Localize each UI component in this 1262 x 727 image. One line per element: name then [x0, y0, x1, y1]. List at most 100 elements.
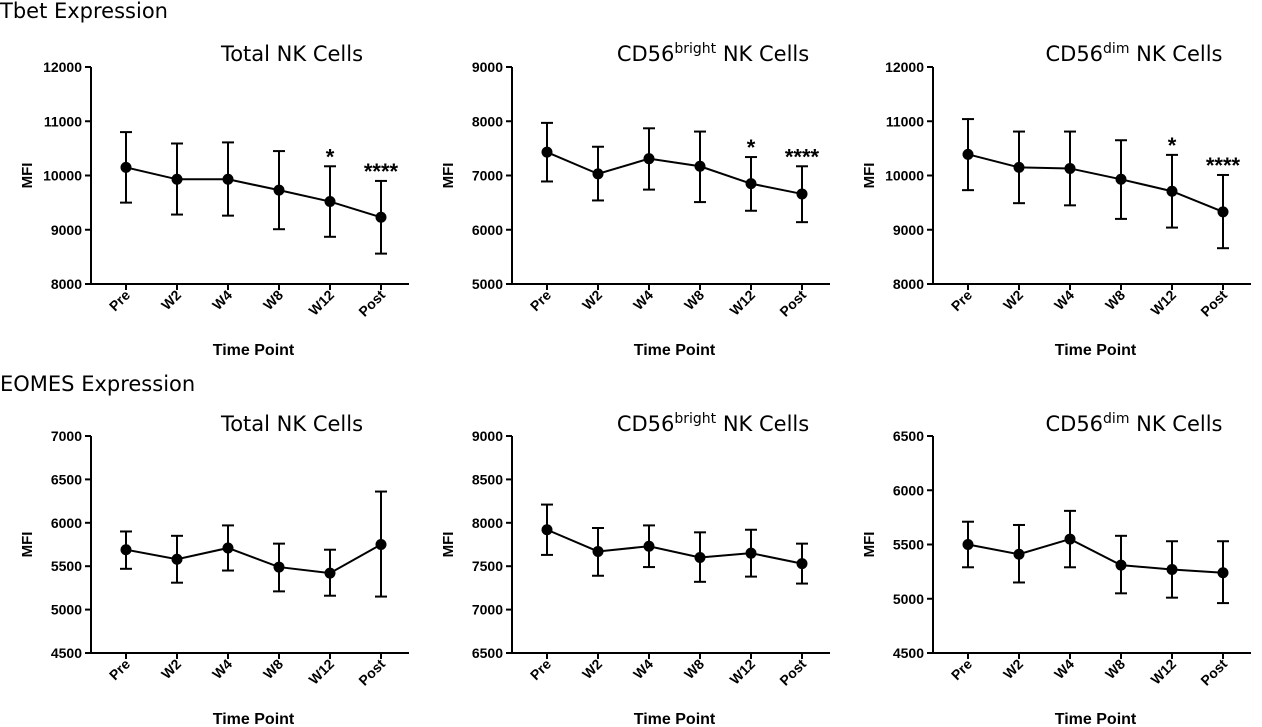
chart-3-y-tick-label: 4500: [51, 645, 82, 661]
chart-4-data-point: [643, 540, 655, 552]
chart-3-data-point: [273, 561, 285, 573]
chart-5-series-line: [967, 538, 1224, 574]
chart-3-x-tick-label: Pre: [106, 656, 133, 683]
chart-5-title: CD56dim NK Cells: [1045, 411, 1222, 436]
chart-0-x-tick-label: Post: [355, 287, 388, 320]
chart-2-significance-label: ****: [1206, 153, 1241, 178]
chart-3-y-tick-label: 6000: [51, 515, 82, 531]
chart-2-x-axis-label: Time Point: [1055, 342, 1137, 359]
chart-0-x-tick-label: W12: [305, 287, 337, 319]
chart-4-x-tick-label: W4: [630, 656, 656, 682]
chart-1-data-point: [592, 168, 604, 180]
chart-1-y-tick-label: 7000: [472, 168, 503, 184]
chart-1-y-tick-label: 9000: [472, 59, 503, 75]
chart-1-y-tick-label: 5000: [472, 276, 503, 292]
chart-0-data-point: [222, 173, 234, 185]
chart-0-data-point: [120, 161, 132, 173]
chart-4-data-point: [694, 552, 706, 564]
chart-4-y-tick-label: 9000: [472, 428, 503, 444]
chart-4-y-axis-label: MFI: [440, 532, 457, 558]
chart-1-x-tick-label: Post: [776, 287, 809, 320]
chart-1-x-tick-label: W8: [681, 287, 707, 313]
chart-4-title-main: CD56: [617, 412, 675, 436]
chart-3-x-tick-label: W8: [260, 656, 286, 682]
chart-4-title-rest: NK Cells: [716, 412, 809, 436]
chart-1-x-tick-label: W4: [630, 287, 656, 313]
chart-2-title-main: CD56: [1045, 42, 1103, 66]
chart-1-x-tick-label: W2: [579, 287, 605, 313]
chart-0-data-point: [324, 196, 336, 208]
chart-0-significance-label: *: [326, 144, 335, 169]
chart-0-x-axis-label: Time Point: [213, 342, 295, 359]
tbet-section-title: Tbet Expression: [0, 0, 168, 23]
chart-1-data-point: [694, 160, 706, 172]
chart-3-data-point: [324, 567, 336, 579]
chart-5-y-tick-label: 5000: [893, 591, 924, 607]
chart-5-data-point: [1166, 563, 1178, 575]
chart-2-y-tick-label: 8000: [893, 276, 924, 292]
chart-5-data-point: [1064, 533, 1076, 545]
chart-3-x-tick-label: W2: [158, 656, 184, 682]
chart-2-y-tick-label: 12000: [885, 59, 924, 75]
chart-tbet-total-nk: Total NK Cells 8000 9000 10000 11000 12000 Pre…: [19, 42, 409, 359]
chart-3-y-tick-label: 7000: [51, 428, 82, 444]
chart-0-x-tick-label: W4: [209, 287, 235, 313]
chart-4-data-point: [745, 547, 757, 559]
chart-5-y-axis-label: MFI: [861, 532, 878, 558]
chart-5-x-tick-label: W4: [1051, 656, 1077, 682]
chart-3-y-tick-label: 6500: [51, 471, 82, 487]
chart-0-x-tick-label: W8: [260, 287, 286, 313]
chart-3-y-axis-label: MFI: [19, 532, 36, 558]
chart-5-title-main: CD56: [1045, 412, 1103, 436]
chart-0-y-tick-label: 10000: [43, 168, 82, 184]
chart-2-x-tick-label: W12: [1147, 287, 1179, 319]
chart-3-title-main: Total NK Cells: [220, 412, 363, 436]
chart-1-title-sup: bright: [674, 41, 716, 57]
chart-2-x-tick-label: Post: [1197, 287, 1230, 320]
chart-3-title: Total NK Cells: [220, 412, 363, 436]
chart-eomes-total-nk: Total NK Cells 4500 5000 5500 6000 6500 7000 Pr…: [19, 412, 409, 727]
chart-0-x-tick-label: Pre: [106, 287, 133, 314]
chart-4-x-tick-label: Pre: [527, 656, 554, 683]
chart-4-y-tick-label: 7500: [472, 558, 503, 574]
chart-4-x-axis-label: Time Point: [634, 711, 716, 727]
chart-4-y-tick-label: 8000: [472, 515, 503, 531]
chart-5-title-sup: dim: [1103, 411, 1129, 427]
chart-4-data-point: [541, 524, 553, 536]
chart-0-title: Total NK Cells: [220, 42, 363, 66]
chart-4-y-tick-label: 6500: [472, 645, 503, 661]
chart-0-y-tick-label: 11000: [44, 113, 82, 129]
chart-4-data-point: [592, 545, 604, 557]
chart-2-y-tick-label: 11000: [886, 113, 924, 129]
chart-4-data-point: [796, 558, 808, 570]
chart-1-significance-label: *: [747, 135, 756, 160]
chart-0-y-tick-label: 12000: [43, 59, 82, 75]
chart-4-title: CD56bright NK Cells: [617, 411, 809, 436]
chart-3-data-point: [375, 539, 387, 550]
chart-5-x-axis-label: Time Point: [1055, 711, 1137, 727]
chart-tbet-cd56dim-nk: CD56dim NK Cells 8000 9000 10000 11000 12000 P…: [861, 41, 1251, 359]
chart-4-x-tick-label: W2: [579, 656, 605, 682]
chart-tbet-cd56bright-nk: CD56bright NK Cells 5000 6000 7000 8000 9000 P…: [440, 41, 830, 359]
chart-5-x-tick-label: Post: [1197, 656, 1230, 689]
chart-4-x-tick-label: Post: [776, 656, 809, 689]
chart-eomes-cd56dim-nk: CD56dim NK Cells 4500 5000 5500 6000 6500 Pre W…: [861, 411, 1251, 727]
chart-3-series-line: [125, 543, 382, 575]
chart-5-data-point: [1115, 559, 1127, 571]
chart-2-series-line: [967, 153, 1224, 213]
chart-5-y-tick-label: 6500: [893, 428, 924, 444]
chart-0-series-line: [125, 166, 382, 219]
chart-5-x-tick-label: Pre: [948, 656, 975, 683]
chart-0-y-tick-label: 8000: [51, 276, 82, 292]
chart-1-data-point: [745, 178, 757, 190]
chart-3-y-tick-label: 5000: [51, 602, 82, 618]
chart-2-y-axis-label: MFI: [861, 163, 878, 189]
chart-1-title-rest: NK Cells: [716, 42, 809, 66]
chart-5-x-tick-label: W12: [1147, 656, 1179, 688]
chart-5-data-point: [1217, 567, 1229, 579]
chart-1-title-main: CD56: [617, 42, 675, 66]
chart-1-x-tick-label: Pre: [527, 287, 554, 314]
chart-0-title-main: Total NK Cells: [220, 42, 363, 66]
chart-1-x-axis-label: Time Point: [634, 342, 716, 359]
chart-2-title-sup: dim: [1103, 41, 1129, 57]
